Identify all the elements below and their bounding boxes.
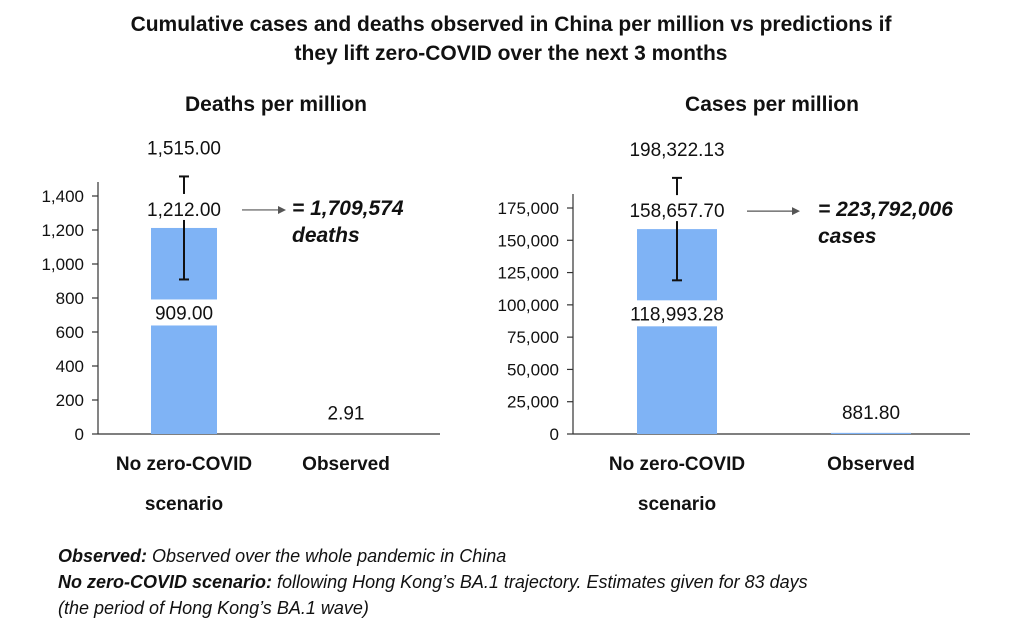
- deaths-value-label: 1,212.00: [147, 200, 221, 221]
- deaths-annotation-line-2: deaths: [292, 224, 360, 247]
- title-line-1: Cumulative cases and deaths observed in …: [130, 13, 892, 36]
- charts-canvas: Deaths per million 0 200 400 600 800 1,000 1,20…: [41, 93, 970, 515]
- deaths-category-label: scenario: [145, 494, 223, 515]
- note-scenario-text: following Hong Kong’s BA.1 trajectory. E…: [272, 572, 808, 592]
- note-observed-text: Observed over the whole pandemic in Chin…: [147, 546, 507, 566]
- deaths-low-label-bg: [132, 299, 236, 326]
- deaths-y-tick-label: 600: [56, 323, 84, 342]
- cases-category-label: Observed: [827, 454, 915, 475]
- note-scenario: No zero-COVID scenario: following Hong K…: [58, 569, 808, 595]
- figure-title: Cumulative cases and deaths observed in …: [0, 10, 1022, 68]
- deaths-y-tick-label: 1,400: [41, 187, 84, 206]
- cases-category-label: No zero-COVID: [609, 454, 745, 475]
- title-line-2: they lift zero-COVID over the next 3 mon…: [294, 42, 728, 65]
- deaths-annotation-line-1: = 1,709,574: [292, 197, 404, 220]
- cases-y-tick-label: 100,000: [498, 296, 559, 315]
- cases-annotation-line-2: cases: [818, 225, 876, 248]
- deaths-observed-value-label: 2.91: [328, 404, 365, 425]
- deaths-annotation-arrowhead: [278, 205, 286, 214]
- deaths-y-tick-label: 800: [56, 289, 84, 308]
- cases-observed-value-label: 881.80: [842, 403, 900, 424]
- deaths-y-tick-label: 1,000: [41, 255, 84, 274]
- cases-y-tick-label: 150,000: [498, 231, 559, 250]
- note-scenario-cont: (the period of Hong Kong’s BA.1 wave): [58, 598, 369, 618]
- cases-value-label: 158,657.70: [629, 201, 724, 222]
- cases-y-tick-label: 125,000: [498, 264, 559, 283]
- cases-y-tick-label: 25,000: [507, 393, 559, 412]
- cases-y-tick-label: 75,000: [507, 328, 559, 347]
- cases-chart-title: Cases per million: [685, 93, 859, 116]
- deaths-y-tick-label: 400: [56, 357, 84, 376]
- deaths-y-tick-label: 1,200: [41, 221, 84, 240]
- cases-y-tick-label: 175,000: [498, 199, 559, 218]
- deaths-error-low-label: 909.00: [155, 303, 213, 324]
- cases-bar: [831, 432, 911, 434]
- deaths-y-tick-label: 0: [75, 425, 84, 444]
- cases-annotation-arrowhead: [792, 207, 800, 216]
- cases-low-label-bg: [625, 300, 729, 327]
- deaths-chart-title: Deaths per million: [185, 93, 367, 116]
- cases-y-tick-label: 0: [550, 425, 559, 444]
- deaths-category-label: Observed: [302, 454, 390, 475]
- cases-error-low-label: 118,993.28: [630, 304, 724, 325]
- cases-y-tick-label: 50,000: [507, 360, 559, 379]
- note-observed-label: Observed:: [58, 546, 148, 566]
- cases-annotation-line-1: = 223,792,006: [818, 198, 953, 221]
- cases-category-label: scenario: [638, 494, 716, 515]
- cases-value-label-bg: [625, 195, 729, 222]
- footnotes: Observed: Observed over the whole pandem…: [58, 543, 808, 621]
- deaths-value-label-bg: [132, 193, 236, 220]
- deaths-category-label: No zero-COVID: [116, 454, 252, 475]
- deaths-y-tick-label: 200: [56, 391, 84, 410]
- note-scenario-label: No zero-COVID scenario:: [58, 572, 273, 592]
- cases-error-high-label: 198,322.13: [629, 140, 724, 161]
- deaths-error-high-label: 1,515.00: [147, 138, 221, 159]
- note-observed: Observed: Observed over the whole pandem…: [58, 543, 808, 569]
